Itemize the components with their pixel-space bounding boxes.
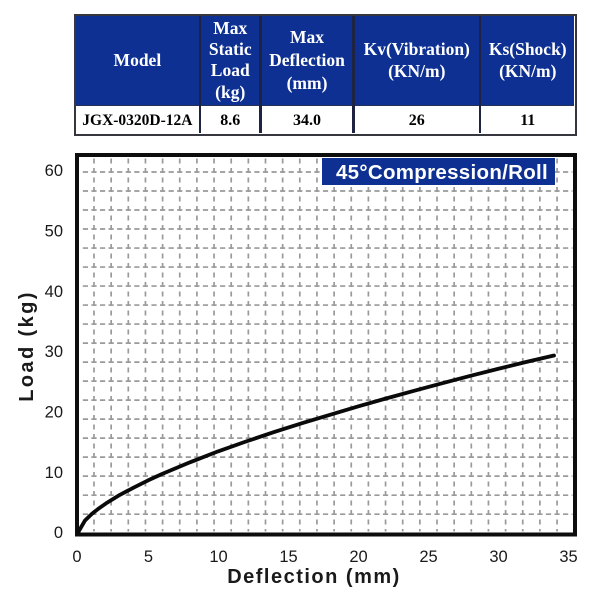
svg-text:0: 0 (54, 524, 63, 542)
svg-text:15: 15 (279, 548, 297, 566)
svg-text:25: 25 (419, 548, 437, 566)
svg-text:45°Compression/Roll: 45°Compression/Roll (336, 161, 548, 184)
svg-text:30: 30 (45, 343, 63, 361)
svg-text:10: 10 (45, 464, 63, 482)
svg-text:Deflection (mm): Deflection (mm) (227, 566, 401, 588)
svg-text:40: 40 (45, 283, 63, 301)
svg-text:0: 0 (72, 548, 81, 566)
svg-text:60: 60 (45, 162, 63, 180)
svg-text:35: 35 (559, 548, 577, 566)
svg-text:30: 30 (489, 548, 507, 566)
svg-text:20: 20 (45, 404, 63, 422)
svg-text:Load (kg): Load (kg) (16, 290, 38, 402)
svg-text:10: 10 (209, 548, 227, 566)
svg-text:50: 50 (45, 223, 63, 241)
svg-text:20: 20 (349, 548, 367, 566)
svg-text:5: 5 (144, 548, 153, 566)
